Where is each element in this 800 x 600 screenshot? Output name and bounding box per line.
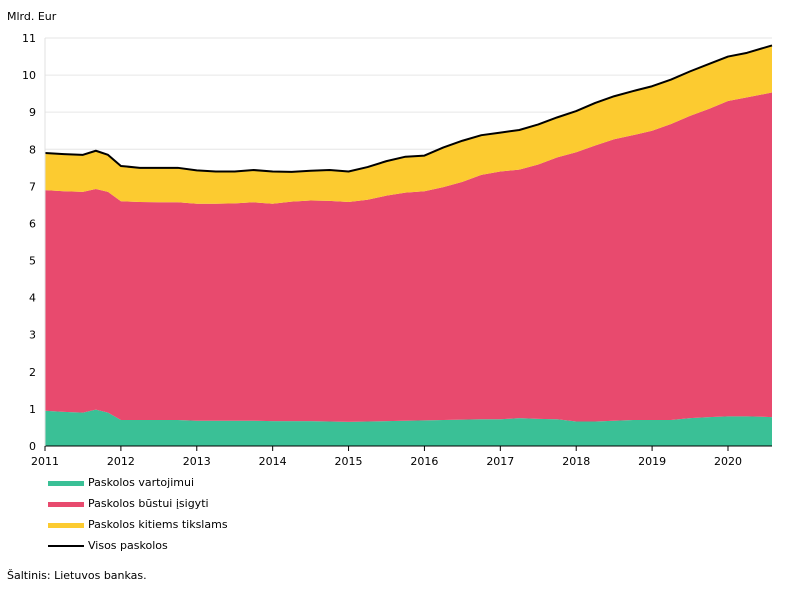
y-tick-label: 1 bbox=[29, 403, 36, 416]
x-tick-label: 2018 bbox=[562, 455, 590, 468]
y-tick-label: 7 bbox=[29, 180, 36, 193]
x-tick-label: 2020 bbox=[714, 455, 742, 468]
legend-label-other: Paskolos kitiems tikslams bbox=[88, 518, 228, 531]
legend-swatch-consumer bbox=[48, 481, 84, 486]
legend-label-consumer: Paskolos vartojimui bbox=[88, 476, 195, 489]
legend-label-total: Visos paskolos bbox=[88, 539, 168, 552]
y-tick-label: 5 bbox=[29, 255, 36, 268]
y-axis-unit-label: Mlrd. Eur bbox=[7, 10, 57, 23]
x-tick-label: 2011 bbox=[31, 455, 59, 468]
y-tick-label: 8 bbox=[29, 143, 36, 156]
total-line bbox=[44, 44, 773, 173]
x-tick-label: 2014 bbox=[259, 455, 287, 468]
stacked-areas bbox=[45, 45, 772, 446]
area-housing bbox=[45, 92, 772, 422]
y-tick-label: 11 bbox=[22, 32, 36, 45]
legend-swatch-housing bbox=[48, 502, 84, 507]
x-tick-label: 2017 bbox=[486, 455, 514, 468]
y-tick-label: 0 bbox=[29, 440, 36, 453]
source-note: Šaltinis: Lietuvos bankas. bbox=[7, 569, 147, 582]
legend-label-housing: Paskolos būstui įsigyti bbox=[88, 497, 209, 510]
x-tick-label: 2013 bbox=[183, 455, 211, 468]
x-tick-label: 2019 bbox=[638, 455, 666, 468]
y-tick-label: 9 bbox=[29, 106, 36, 119]
y-tick-label: 6 bbox=[29, 217, 36, 230]
series-line-total bbox=[44, 44, 773, 173]
x-tick-label: 2012 bbox=[107, 455, 135, 468]
y-tick-label: 2 bbox=[29, 366, 36, 379]
x-tick-label: 2016 bbox=[410, 455, 438, 468]
y-tick-label: 10 bbox=[22, 69, 36, 82]
area-other bbox=[45, 45, 772, 204]
x-tick-label: 2015 bbox=[335, 455, 363, 468]
y-tick-label: 4 bbox=[29, 292, 36, 305]
area-consumer bbox=[45, 409, 772, 446]
axes: 0 1 2 3 4 5 6 7 8 9 10 11 2011 2012 2013 2014 2015 2016 20… bbox=[22, 32, 772, 468]
legend-swatch-other bbox=[48, 523, 84, 528]
y-tick-label: 3 bbox=[29, 329, 36, 342]
legend-swatch-total bbox=[48, 545, 84, 547]
